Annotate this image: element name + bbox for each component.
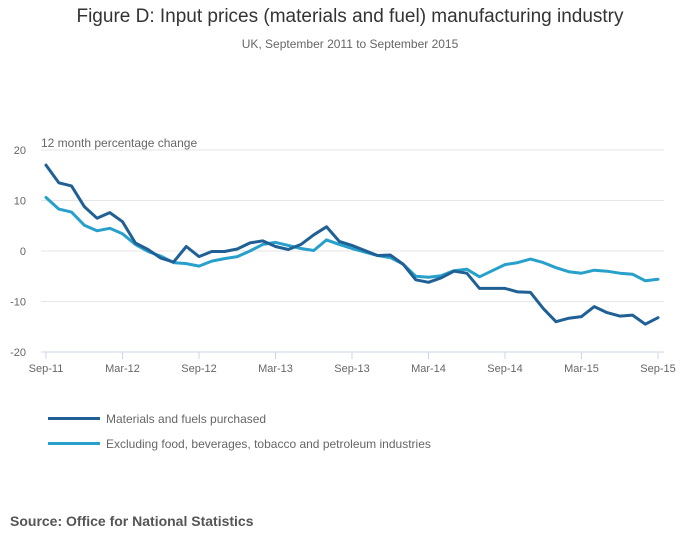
x-tick-label: Sep-13 xyxy=(334,363,369,375)
legend: Materials and fuels purchased Excluding … xyxy=(48,406,431,456)
y-tick-label: 0 xyxy=(20,246,26,258)
y-axis-ticks: 20 10 0 -10 -20 xyxy=(10,145,26,359)
legend-swatch-materials xyxy=(48,417,100,420)
legend-item-excluding[interactable]: Excluding food, beverages, tobacco and p… xyxy=(48,431,431,456)
x-tick-label: Mar-12 xyxy=(105,363,140,375)
x-axis-ticks: Sep-11 Mar-12 Sep-12 Mar-13 Sep-13 Mar-14 Sep-… xyxy=(29,352,676,375)
x-tick-label: Sep-15 xyxy=(640,363,675,375)
y-axis-label: 12 month percentage change xyxy=(41,136,197,150)
legend-label: Materials and fuels purchased xyxy=(106,411,267,426)
x-tick-label: Sep-14 xyxy=(487,363,522,375)
y-tick-label: 20 xyxy=(14,145,26,157)
legend-swatch-excluding xyxy=(48,442,100,445)
y-tick-label: 10 xyxy=(14,196,26,208)
y-tick-label: -10 xyxy=(10,297,26,309)
x-tick-label: Mar-13 xyxy=(258,363,293,375)
x-tick-label: Mar-15 xyxy=(564,363,599,375)
x-tick-label: Mar-14 xyxy=(411,363,446,375)
line-chart: 20 10 0 -10 -20 12 month percentage change S… xyxy=(10,136,676,375)
series-line-excluding xyxy=(44,196,660,283)
legend-item-materials[interactable]: Materials and fuels purchased xyxy=(48,406,431,431)
x-tick-label: Sep-12 xyxy=(181,363,216,375)
chart-subtitle: UK, September 2011 to September 2015 xyxy=(241,37,459,51)
source-note: Source: Office for National Statistics xyxy=(10,513,254,529)
legend-label: Excluding food, beverages, tobacco and p… xyxy=(106,436,431,451)
y-tick-label: -20 xyxy=(10,347,26,359)
series-lines xyxy=(44,163,660,326)
x-tick-label: Sep-11 xyxy=(29,363,64,375)
series-line-materials xyxy=(44,163,660,326)
chart-title: Figure D: Input prices (materials and fu… xyxy=(76,6,624,27)
gridlines xyxy=(41,149,664,302)
